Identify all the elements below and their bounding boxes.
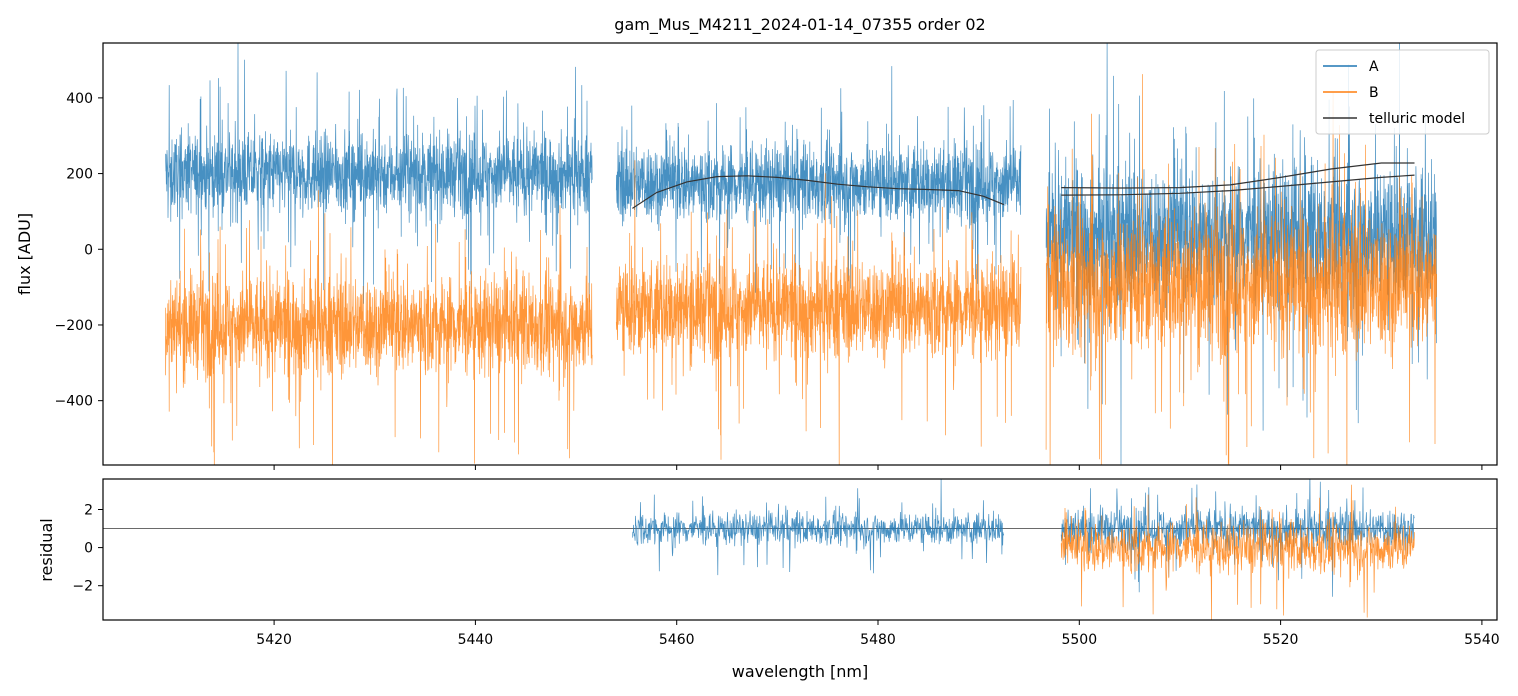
y-tick-label: 0 xyxy=(84,242,93,258)
y-tick-label: −200 xyxy=(55,318,93,334)
series-b-segment-top-1 xyxy=(615,160,1022,465)
top-x-ticks xyxy=(273,465,1483,470)
series-a-segment-bottom-0 xyxy=(632,479,1005,576)
bottom-y-axis-label: residual xyxy=(37,518,56,581)
top-plot-area xyxy=(165,43,1437,465)
x-tick-label: 5500 xyxy=(1061,632,1097,648)
legend-box xyxy=(1315,49,1490,135)
top-axes-frame xyxy=(102,42,1498,466)
bottom-plot-area xyxy=(103,479,1497,620)
top-y-ticks: −400 −200 0 200 400 xyxy=(55,91,103,410)
x-tick-label: 5480 xyxy=(860,632,896,648)
legend-label-b: B xyxy=(1369,85,1379,101)
series-b-segment-bottom-0 xyxy=(1060,484,1415,620)
legend: A B telluric model xyxy=(1315,49,1490,135)
y-tick-label: 0 xyxy=(84,541,93,557)
series-telluric-model-line-0 xyxy=(632,175,1005,209)
x-tick-label: 5460 xyxy=(659,632,695,648)
bottom-panel: 5420 5440 5460 5480 5500 5520 5540 −2 0 2 residu… xyxy=(37,478,1500,681)
y-tick-label: 200 xyxy=(66,167,93,183)
series-a-segment-top-0 xyxy=(165,43,593,304)
y-tick-label: −2 xyxy=(72,579,93,595)
top-y-axis-label: flux [ADU] xyxy=(15,213,34,295)
y-tick-label: 2 xyxy=(84,502,93,518)
bottom-y-ticks: −2 0 2 xyxy=(72,502,103,595)
y-tick-label: 400 xyxy=(66,91,93,107)
series-a-segment-top-2 xyxy=(1045,43,1437,465)
x-axis-label: wavelength [nm] xyxy=(732,662,869,681)
legend-label-a: A xyxy=(1369,59,1379,75)
x-tick-label: 5440 xyxy=(458,632,494,648)
series-a-segment-bottom-1 xyxy=(1060,479,1415,597)
x-tick-label: 5420 xyxy=(256,632,292,648)
y-tick-label: −400 xyxy=(55,394,93,410)
series-a-segment-top-1 xyxy=(615,66,1022,304)
x-tick-label: 5540 xyxy=(1464,632,1500,648)
chart-title: gam_Mus_M4211_2024-01-14_07355 order 02 xyxy=(614,15,985,35)
x-tick-label: 5520 xyxy=(1263,632,1299,648)
legend-label-telluric: telluric model xyxy=(1369,111,1465,127)
bottom-axes-frame xyxy=(102,478,1498,621)
series-telluric-model-line-2 xyxy=(1061,174,1415,196)
top-panel: −400 −200 0 200 400 flux [ADU] A B telluric … xyxy=(15,42,1498,470)
series-b-segment-top-2 xyxy=(1045,74,1437,465)
series-b-segment-top-0 xyxy=(165,190,593,465)
bottom-x-ticks: 5420 5440 5460 5480 5500 5520 5540 xyxy=(256,620,1500,648)
series-telluric-model-line-1 xyxy=(1061,162,1415,189)
